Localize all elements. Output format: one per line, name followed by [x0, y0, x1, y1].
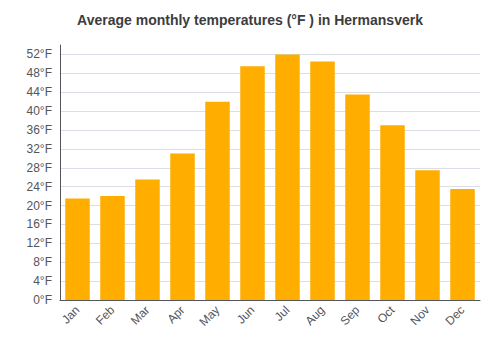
svg-text:Feb: Feb — [93, 303, 118, 328]
svg-text:20°F: 20°F — [27, 199, 52, 213]
svg-text:44°F: 44°F — [27, 85, 52, 99]
svg-text:52°F: 52°F — [27, 47, 52, 61]
svg-text:48°F: 48°F — [27, 66, 52, 80]
svg-text:Jun: Jun — [234, 303, 258, 327]
svg-text:Sep: Sep — [337, 303, 362, 328]
svg-text:4°F: 4°F — [33, 274, 52, 288]
svg-text:Jan: Jan — [59, 303, 83, 327]
svg-text:16°F: 16°F — [27, 217, 52, 231]
svg-text:12°F: 12°F — [27, 236, 52, 250]
svg-text:Aug: Aug — [302, 303, 327, 328]
svg-text:32°F: 32°F — [27, 142, 52, 156]
svg-text:Dec: Dec — [442, 303, 467, 328]
svg-text:24°F: 24°F — [27, 180, 52, 194]
svg-text:Jul: Jul — [272, 303, 293, 324]
svg-text:0°F: 0°F — [33, 293, 52, 307]
svg-text:40°F: 40°F — [27, 104, 52, 118]
svg-text:Apr: Apr — [164, 303, 187, 326]
svg-text:Average monthly temperatures (: Average monthly temperatures (°F ) in He… — [77, 12, 423, 28]
svg-text:May: May — [197, 303, 223, 329]
svg-text:8°F: 8°F — [33, 255, 52, 269]
svg-text:Nov: Nov — [407, 303, 432, 328]
svg-text:28°F: 28°F — [27, 161, 52, 175]
svg-text:36°F: 36°F — [27, 123, 52, 137]
svg-text:Oct: Oct — [374, 303, 398, 327]
svg-text:Mar: Mar — [128, 303, 153, 327]
